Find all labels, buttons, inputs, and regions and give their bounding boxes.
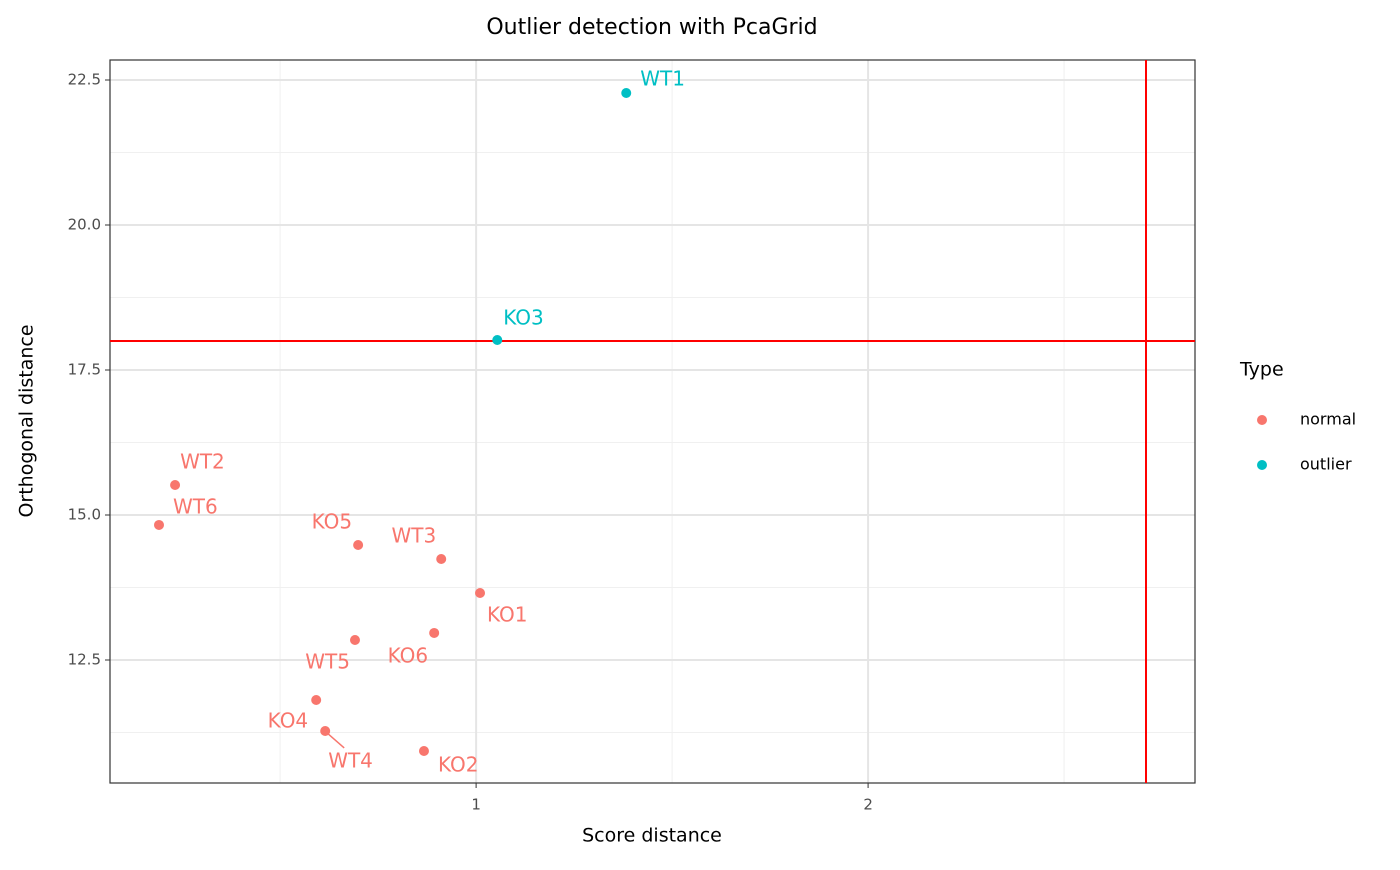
y-tick-label: 22.5 — [68, 71, 101, 89]
point — [429, 627, 440, 638]
point — [320, 725, 331, 736]
x-axis-label: Score distance — [582, 825, 722, 847]
legend-swatch — [1257, 415, 1267, 425]
point-label: WT6 — [173, 494, 218, 518]
point — [492, 335, 503, 346]
legend-label: normal — [1300, 410, 1356, 429]
point-label: KO1 — [487, 602, 528, 626]
point — [311, 695, 322, 706]
point-label: KO5 — [312, 509, 353, 533]
x-tick-label: 1 — [471, 796, 481, 814]
legend-swatch — [1257, 460, 1267, 470]
y-tick-label: 12.5 — [68, 650, 101, 668]
point-label: WT2 — [180, 450, 225, 474]
point-label: KO6 — [388, 643, 429, 667]
point-label: WT1 — [640, 67, 685, 91]
chart-title: Outlier detection with PcaGrid — [486, 15, 817, 40]
point — [418, 745, 429, 756]
y-tick-label: 17.5 — [68, 360, 101, 378]
plot-border — [109, 59, 1196, 784]
point — [475, 587, 486, 598]
y-axis-label: Orthogonal distance — [16, 324, 38, 517]
legend-label: outlier — [1300, 455, 1352, 474]
point — [349, 634, 360, 645]
y-tick-label: 20.0 — [68, 216, 101, 234]
point-label: WT4 — [328, 748, 373, 772]
point-label: KO3 — [503, 306, 544, 330]
point — [170, 480, 181, 491]
point — [353, 539, 364, 550]
point — [153, 519, 164, 530]
point-label: WT5 — [305, 649, 350, 673]
y-tick-label: 15.0 — [68, 505, 101, 523]
x-tick-label: 2 — [863, 796, 873, 814]
point — [621, 88, 632, 99]
point — [436, 554, 447, 565]
legend-title: Type — [1239, 359, 1284, 381]
point-label: KO4 — [268, 709, 309, 733]
label-leader — [327, 733, 345, 749]
point-label: KO2 — [438, 752, 479, 776]
point-label: WT3 — [392, 524, 437, 548]
